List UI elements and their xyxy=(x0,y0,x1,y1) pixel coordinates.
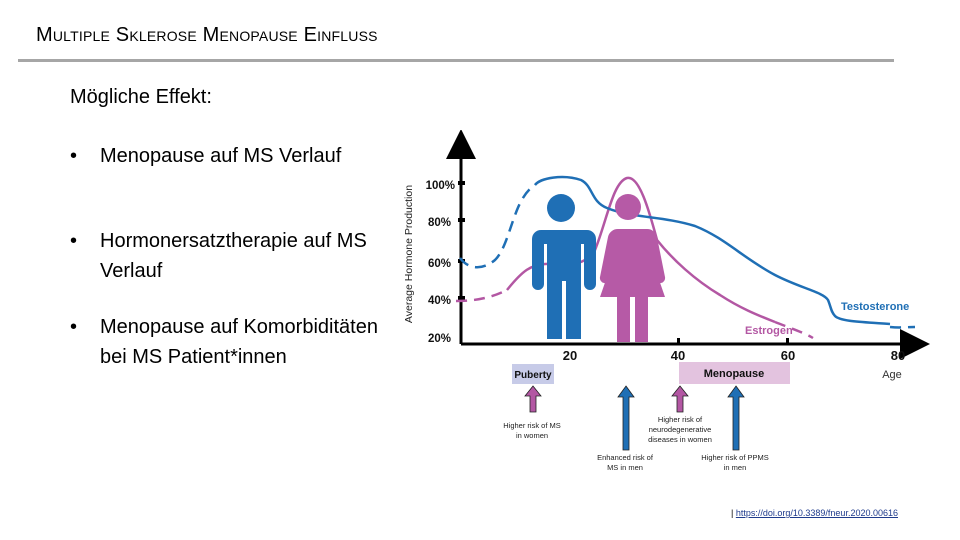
annotation-women-neuro: diseases in women xyxy=(648,435,712,444)
estrogen-curve-dashed xyxy=(774,320,814,340)
title-divider xyxy=(18,59,894,62)
x-tick xyxy=(677,338,680,345)
bullet-dot: • xyxy=(70,230,78,252)
bullet-item: • Menopause auf MS Verlauf xyxy=(70,141,380,171)
puberty-label: Puberty xyxy=(514,370,552,381)
source-prefix: | xyxy=(731,508,734,518)
y-tick-label: 100% xyxy=(426,180,455,192)
male-ppms-risk-arrow xyxy=(727,385,745,451)
testosterone-curve xyxy=(533,175,891,326)
hormone-age-diagram: Average Hormone Production 100% 80% 60% … xyxy=(403,130,930,472)
bullet-text: Hormonersatztherapie auf MS Verlauf xyxy=(100,230,367,282)
bullet-text: Menopause auf Komorbiditäten bei MS Pati… xyxy=(100,316,378,368)
annotation-women-ms: in women xyxy=(516,431,548,440)
bullet-item: • Hormonersatztherapie auf MS Verlauf xyxy=(70,226,380,286)
y-tick-label: 40% xyxy=(428,295,451,307)
puberty-box xyxy=(512,364,554,384)
estrogen-curve xyxy=(506,176,776,324)
annotation-men-ppms: Higher risk of PPMS xyxy=(701,453,769,462)
annotation-men-ms: Enhanced risk of xyxy=(597,453,654,462)
female-ms-risk-arrow xyxy=(524,385,542,413)
male-ms-risk-arrow xyxy=(617,385,635,451)
y-tick-label: 80% xyxy=(428,217,451,229)
testosterone-label: Testosterone xyxy=(841,301,909,313)
x-tick-label: 40 xyxy=(671,348,685,363)
slide-title: Multiple Sklerose Menopause Einfluss xyxy=(36,24,378,46)
annotation-men-ppms: in men xyxy=(724,463,747,472)
estrogen-label: Estrogen xyxy=(745,325,793,337)
bullet-text: Menopause auf MS Verlauf xyxy=(100,145,342,167)
x-tick-label: 60 xyxy=(781,348,795,363)
bullet-dot: • xyxy=(70,145,78,167)
x-axis-label: Age xyxy=(882,369,902,381)
bullet-dot: • xyxy=(70,316,78,338)
source-citation: | https://doi.org/10.3389/fneur.2020.006… xyxy=(731,508,898,518)
y-tick-label: 60% xyxy=(428,258,451,270)
x-tick-label: 20 xyxy=(563,348,577,363)
menopause-box xyxy=(679,362,790,384)
menopause-label: Menopause xyxy=(704,368,765,380)
estrogen-curve-dashed xyxy=(455,288,508,303)
testosterone-curve-dashed xyxy=(459,183,536,269)
bullet-item: • Menopause auf Komorbiditäten bei MS Pa… xyxy=(70,312,380,372)
x-tick-label: 80 xyxy=(891,348,905,363)
annotation-men-ms: MS in men xyxy=(607,463,643,472)
annotation-women-neuro: Higher risk of xyxy=(658,415,703,424)
annotation-women-ms: Higher risk of MS xyxy=(503,421,561,430)
female-person-icon xyxy=(599,194,666,342)
intro-text: Mögliche Effekt: xyxy=(70,86,212,108)
x-tick xyxy=(786,338,789,345)
y-axis-label: Average Hormone Production xyxy=(403,185,415,323)
female-neuro-risk-arrow xyxy=(671,385,689,413)
annotation-women-neuro: neurodegenerative xyxy=(649,425,712,434)
y-tick-label: 20% xyxy=(428,333,451,345)
male-person-icon xyxy=(532,194,596,339)
source-link[interactable]: https://doi.org/10.3389/fneur.2020.00616 xyxy=(735,508,898,518)
